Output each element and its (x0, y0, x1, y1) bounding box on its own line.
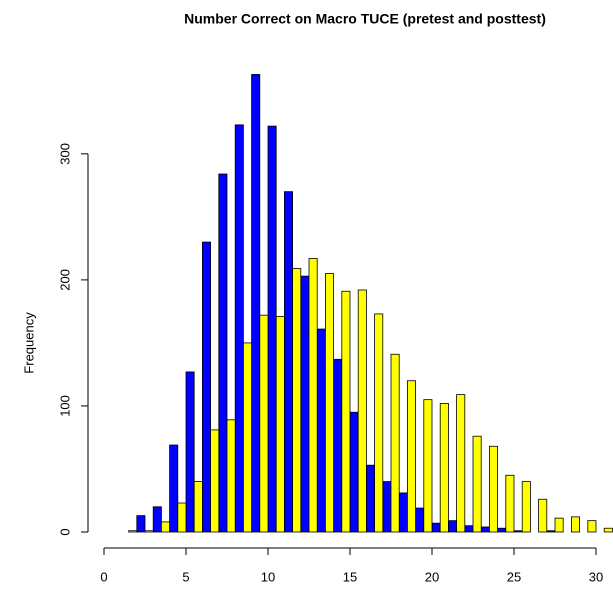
bar (357, 289, 367, 533)
bar (193, 481, 203, 533)
bar (152, 506, 162, 533)
bar (488, 445, 498, 533)
y-tick-label: 200 (57, 269, 72, 291)
bar (185, 371, 195, 533)
bar (177, 502, 187, 533)
bar (546, 530, 556, 533)
bar (349, 411, 359, 533)
bar (439, 403, 449, 533)
x-tick-label: 20 (425, 569, 439, 584)
bar (447, 520, 457, 533)
bar (316, 328, 326, 533)
bar (554, 517, 564, 533)
x-tick-label: 0 (100, 569, 107, 584)
x-tick-label: 25 (507, 569, 521, 584)
bar (333, 358, 343, 533)
bar (341, 290, 351, 533)
x-tick-label: 5 (182, 569, 189, 584)
x-tick-label: 15 (343, 569, 357, 584)
y-axis-label: Frequency (21, 312, 36, 374)
bar (324, 273, 334, 533)
bar (497, 527, 507, 533)
bar (300, 275, 310, 533)
bar (292, 268, 302, 533)
x-tick-label: 10 (261, 569, 275, 584)
bar (283, 191, 293, 533)
bar (587, 520, 597, 533)
bar (480, 526, 490, 533)
x-tick-label: 30 (589, 569, 603, 584)
bar (144, 530, 154, 533)
bar (267, 125, 277, 533)
bar (275, 316, 285, 533)
bar (201, 241, 211, 533)
bar (415, 507, 425, 533)
bar (242, 342, 252, 533)
bar (464, 525, 474, 533)
bar (521, 481, 531, 533)
bar (234, 124, 244, 533)
bar (472, 435, 482, 533)
bar (210, 429, 220, 533)
bar (538, 498, 548, 533)
bar (128, 530, 138, 533)
bar (505, 474, 515, 533)
y-tick-label: 300 (57, 143, 72, 165)
bar (308, 258, 318, 533)
bar (218, 173, 228, 533)
bar (571, 516, 581, 533)
bar (374, 313, 384, 533)
bar (603, 527, 613, 533)
chart-title: Number Correct on Macro TUCE (pretest an… (184, 11, 546, 27)
bar (423, 399, 433, 533)
bar (251, 74, 261, 533)
y-tick-label: 0 (57, 528, 72, 535)
bar (513, 530, 523, 533)
bar (382, 481, 392, 533)
bar (456, 394, 466, 533)
y-tick-label: 100 (57, 395, 72, 417)
bar (259, 314, 269, 533)
bar (226, 419, 236, 533)
bar (406, 380, 416, 533)
bar (431, 522, 441, 533)
bar (136, 515, 146, 533)
bar (398, 492, 408, 533)
bar (365, 464, 375, 533)
bar (390, 353, 400, 533)
bar (169, 444, 179, 533)
bar (160, 521, 170, 533)
